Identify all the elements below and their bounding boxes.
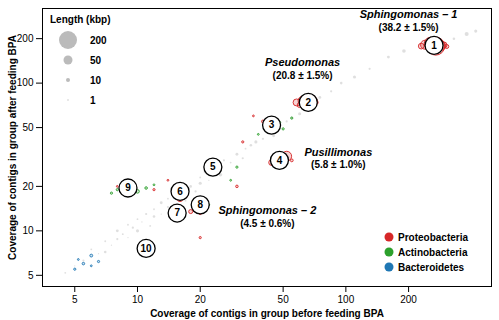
svg-text:10: 10 xyxy=(141,243,153,254)
svg-text:7: 7 xyxy=(174,207,180,218)
svg-text:Pusillimonas: Pusillimonas xyxy=(304,146,372,158)
svg-text:4: 4 xyxy=(277,155,283,166)
svg-text:(38.2 ± 1.5%): (38.2 ± 1.5%) xyxy=(379,22,439,33)
svg-text:10: 10 xyxy=(90,75,102,86)
svg-text:9: 9 xyxy=(125,182,131,193)
svg-text:50: 50 xyxy=(22,122,34,133)
svg-text:1: 1 xyxy=(90,95,96,106)
svg-text:5: 5 xyxy=(28,270,34,281)
svg-text:Coverage of contigs in group b: Coverage of contigs in group before feed… xyxy=(150,308,384,319)
svg-text:Sphingomonas – 2: Sphingomonas – 2 xyxy=(218,204,316,216)
svg-text:20: 20 xyxy=(195,294,207,305)
svg-text:2: 2 xyxy=(305,97,311,108)
svg-text:50: 50 xyxy=(278,294,290,305)
svg-text:8: 8 xyxy=(197,199,203,210)
svg-text:6: 6 xyxy=(177,186,183,197)
svg-text:200: 200 xyxy=(90,35,107,46)
svg-text:200: 200 xyxy=(400,294,417,305)
svg-text:Actinobacteria: Actinobacteria xyxy=(398,247,468,258)
svg-text:Proteobacteria: Proteobacteria xyxy=(398,232,468,243)
svg-text:100: 100 xyxy=(338,294,355,305)
svg-text:(5.8 ± 1.0%): (5.8 ± 1.0%) xyxy=(311,159,365,170)
svg-text:(20.8 ± 1.5%): (20.8 ± 1.5%) xyxy=(273,70,333,81)
svg-text:Sphingomonas – 1: Sphingomonas – 1 xyxy=(360,8,458,20)
svg-text:(4.5 ± 0.6%): (4.5 ± 0.6%) xyxy=(240,218,294,229)
svg-text:10: 10 xyxy=(22,225,34,236)
svg-text:20: 20 xyxy=(22,181,34,192)
svg-text:5: 5 xyxy=(210,161,216,172)
svg-text:200: 200 xyxy=(17,33,34,44)
svg-text:Pseudomonas: Pseudomonas xyxy=(265,56,340,68)
svg-text:Length (kbp): Length (kbp) xyxy=(50,14,111,25)
svg-text:3: 3 xyxy=(269,119,275,130)
svg-text:10: 10 xyxy=(132,294,144,305)
svg-text:5: 5 xyxy=(72,294,78,305)
svg-text:Bacteroidetes: Bacteroidetes xyxy=(398,262,465,273)
svg-text:1: 1 xyxy=(431,40,437,51)
svg-text:Coverage of contigs in group a: Coverage of contigs in group after feedi… xyxy=(7,35,18,260)
svg-text:50: 50 xyxy=(90,55,102,66)
svg-text:100: 100 xyxy=(17,77,34,88)
